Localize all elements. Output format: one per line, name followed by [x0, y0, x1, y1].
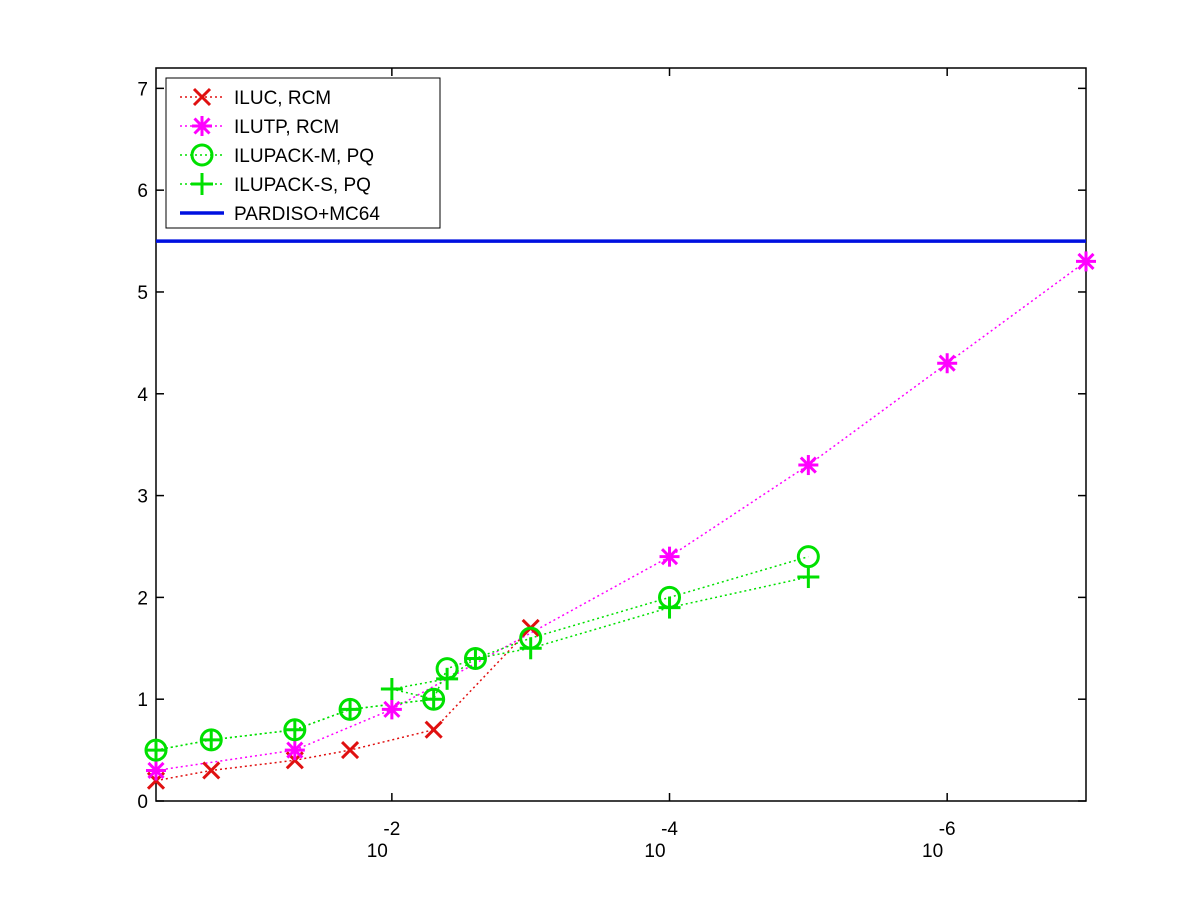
legend-label-ilutp-rcm: ILUTP, RCM	[234, 117, 339, 138]
x-tick-label-exp: -6	[939, 819, 956, 840]
data-point-ilutp-rcm	[798, 455, 819, 476]
legend-marker-ilutp-rcm	[192, 116, 212, 136]
x-tick-label-base: 10	[922, 841, 943, 862]
legend-marker-ilupack-m-pq	[190, 143, 214, 167]
data-point-ilutp-rcm	[284, 740, 305, 761]
legend-marker-iluc-rcm	[192, 87, 212, 107]
data-point-iluc-rcm	[341, 741, 360, 760]
data-point-ilupack-s-pq	[436, 667, 459, 690]
data-point-ilutp-rcm	[937, 353, 958, 374]
data-point-iluc-rcm	[424, 720, 443, 739]
data-point-iluc-rcm	[202, 761, 221, 780]
data-point-ilupack-s-pq	[658, 596, 681, 619]
legend-marker-ilupack-s-pq	[191, 173, 213, 195]
y-tick-label: 2	[137, 588, 148, 609]
data-point-ilupack-s-pq	[339, 698, 362, 721]
legend-label-pardiso-mc64: PARDISO+MC64	[234, 204, 380, 225]
data-point-ilutp-rcm	[381, 699, 402, 720]
y-tick-label: 5	[137, 283, 148, 304]
data-point-ilupack-s-pq	[464, 647, 487, 670]
data-point-ilupack-s-pq	[422, 688, 445, 711]
y-tick-label: 4	[137, 385, 148, 406]
y-tick-label: 0	[137, 792, 148, 813]
legend-label-iluc-rcm: ILUC, RCM	[234, 88, 331, 109]
series-line-iluc-rcm	[155, 627, 532, 782]
x-tick-label-exp: -2	[383, 819, 400, 840]
legend: ILUC, RCM ILUTP, RCM ILUPACK-M, PQ ILUPACK-…	[165, 77, 441, 229]
y-tick-label: 6	[137, 181, 148, 202]
data-point-ilupack-s-pq	[200, 728, 223, 751]
data-point-ilupack-s-pq	[283, 718, 306, 741]
x-tick-label-exp: -4	[661, 819, 678, 840]
legend-label-ilupack-m-pq: ILUPACK-M, PQ	[234, 146, 374, 167]
x-tick-label-base: 10	[644, 841, 665, 862]
data-point-ilutp-rcm	[146, 760, 166, 781]
y-tick-label: 7	[137, 79, 148, 100]
data-point-ilupack-s-pq	[380, 678, 403, 701]
y-tick-label: 1	[137, 690, 148, 711]
x-tick-label-base: 10	[367, 841, 388, 862]
data-point-ilupack-s-pq	[797, 566, 820, 589]
series-line-ilupack-m-pq	[155, 555, 809, 751]
data-point-ilutp-rcm	[1076, 251, 1096, 272]
y-tick-label: 3	[137, 487, 148, 508]
data-point-ilutp-rcm	[659, 546, 680, 567]
data-point-ilupack-s-pq	[145, 739, 167, 762]
series-markers	[144, 251, 1096, 790]
legend-label-ilupack-s-pq: ILUPACK-S, PQ	[234, 175, 371, 196]
data-point-ilupack-s-pq	[519, 637, 542, 660]
